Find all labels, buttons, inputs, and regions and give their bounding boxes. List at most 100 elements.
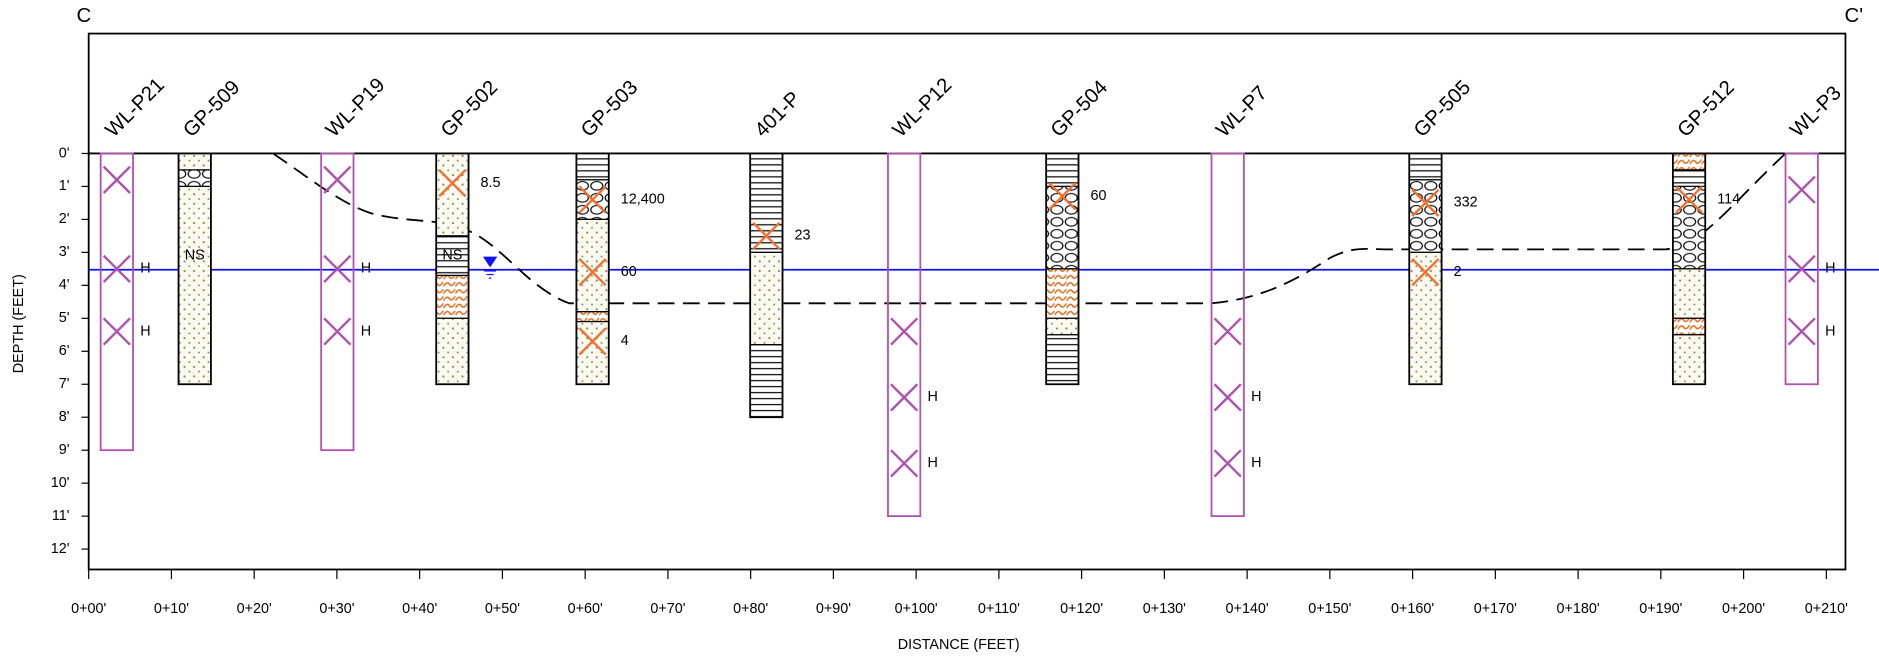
distance-tick-label: 0+150'	[1308, 601, 1351, 617]
boring-name: GP-509	[179, 76, 244, 141]
distance-tick-label: 0+170'	[1474, 601, 1517, 617]
soil-layer	[179, 153, 211, 169]
distance-tick-label: 0+20'	[237, 601, 272, 617]
soil-layer	[1409, 153, 1441, 179]
boring-name: GP-505	[1410, 76, 1475, 141]
boring-note: NS	[185, 247, 205, 263]
distance-tick-label: 0+190'	[1639, 601, 1682, 617]
distance-tick-label: 0+60'	[568, 601, 603, 617]
distance-tick-label: 0+200'	[1722, 601, 1765, 617]
soil-layer	[750, 252, 782, 344]
depth-tick-label: 3'	[59, 244, 70, 260]
distance-tick-label: 0+00'	[71, 601, 106, 617]
soil-layer	[1673, 318, 1705, 334]
soil-layer	[576, 153, 608, 179]
sample-mark	[891, 384, 917, 410]
sample-mark	[891, 450, 917, 476]
soil-layer	[1673, 170, 1705, 186]
boring-name: 401-P	[751, 88, 805, 142]
sample-mark	[104, 167, 130, 193]
depth-tick-label: 7'	[59, 376, 70, 392]
sample-label: H	[140, 261, 150, 277]
sample-mark	[1215, 318, 1241, 344]
depth-tick-label: 0'	[59, 145, 70, 161]
well	[101, 153, 133, 450]
sample-label: H	[1251, 455, 1261, 471]
boring-name: WL-P7	[1212, 82, 1272, 142]
boring-name: WL-P12	[889, 74, 957, 142]
distance-tick-label: 0+10'	[154, 601, 189, 617]
soil-layer	[1046, 153, 1078, 186]
distance-tick-label: 0+80'	[733, 601, 768, 617]
depth-tick-label: 8'	[59, 409, 70, 425]
sample-label: 12,400	[621, 191, 665, 207]
distance-tick-label: 0+70'	[650, 601, 685, 617]
soil-layer	[576, 312, 608, 322]
sample-label: 60	[1090, 188, 1106, 204]
soil-layer	[1673, 335, 1705, 384]
soil-layer	[436, 275, 468, 318]
section-start: C	[77, 5, 92, 27]
cross-section: C C' DEPTH (FEET) DISTANCE (FEET) 0'1'2'…	[0, 0, 1879, 657]
distance-tick-label: 0+120'	[1060, 601, 1103, 617]
sample-label: 332	[1454, 195, 1478, 211]
distance-tick-label: 0+30'	[319, 601, 354, 617]
distance-tick-label: 0+160'	[1391, 601, 1434, 617]
sample-mark	[324, 167, 350, 193]
depth-tick-label: 6'	[59, 343, 70, 359]
depth-tick-label: 9'	[59, 442, 70, 458]
sample-mark	[891, 318, 917, 344]
sample-mark	[1789, 318, 1815, 344]
sample-label: 23	[795, 228, 811, 244]
water-symbol	[483, 257, 497, 279]
soil-layer	[750, 345, 782, 418]
sample-label: 60	[621, 264, 637, 280]
depth-tick-label: 2'	[59, 211, 70, 227]
sample-label: 8.5	[481, 175, 501, 191]
sample-mark	[1789, 177, 1815, 203]
sample-label: H	[1825, 261, 1835, 277]
sample-label: H	[928, 389, 938, 405]
sample-label: H	[361, 323, 371, 339]
depth-tick-label: 10'	[51, 475, 70, 491]
sample-mark	[1215, 450, 1241, 476]
distance-tick-label: 0+140'	[1226, 601, 1269, 617]
distance-tick-label: 0+210'	[1805, 601, 1848, 617]
soil-layer	[179, 170, 211, 186]
depth-tick-label: 11'	[52, 508, 70, 524]
sample-label: 4	[621, 333, 629, 349]
soil-layer	[1046, 186, 1078, 268]
depth-tick-label: 1'	[59, 178, 70, 194]
boring-name: GP-504	[1047, 76, 1112, 141]
distance-tick-label: 0+130'	[1143, 601, 1186, 617]
sample-label: H	[361, 261, 371, 277]
soil-layer	[1673, 269, 1705, 318]
sample-label: H	[1251, 389, 1261, 405]
depth-tick-label: 4'	[59, 277, 70, 293]
soil-layer	[1046, 269, 1078, 318]
distance-tick-label: 0+40'	[402, 601, 437, 617]
sample-label: H	[140, 323, 150, 339]
distance-tick-label: 0+100'	[895, 601, 938, 617]
sample-label: H	[1825, 323, 1835, 339]
distance-tick-label: 0+50'	[485, 601, 520, 617]
sample-label: 2	[1454, 264, 1462, 280]
page: C C' DEPTH (FEET) DISTANCE (FEET) 0'1'2'…	[0, 0, 1879, 657]
boring-name: WL-P3	[1786, 82, 1846, 142]
depth-tick-label: 5'	[59, 310, 70, 326]
sample-mark	[104, 318, 130, 344]
x-axis-label: DISTANCE (FEET)	[898, 637, 1020, 653]
distance-tick-label: 0+90'	[816, 601, 851, 617]
distance-tick-label: 0+110'	[978, 601, 1020, 617]
boring-name: WL-P21	[101, 74, 169, 142]
sample-mark	[1215, 384, 1241, 410]
sample-mark	[324, 318, 350, 344]
sample-label: 114	[1717, 191, 1740, 207]
soil-layer	[436, 318, 468, 384]
soil-layer	[1046, 335, 1078, 384]
soil-layer	[1046, 318, 1078, 334]
boring-name: GP-503	[577, 76, 642, 141]
boring-name: WL-P19	[322, 74, 390, 142]
boring-note: NS	[442, 247, 462, 263]
y-axis-label: DEPTH (FEET)	[11, 274, 27, 373]
